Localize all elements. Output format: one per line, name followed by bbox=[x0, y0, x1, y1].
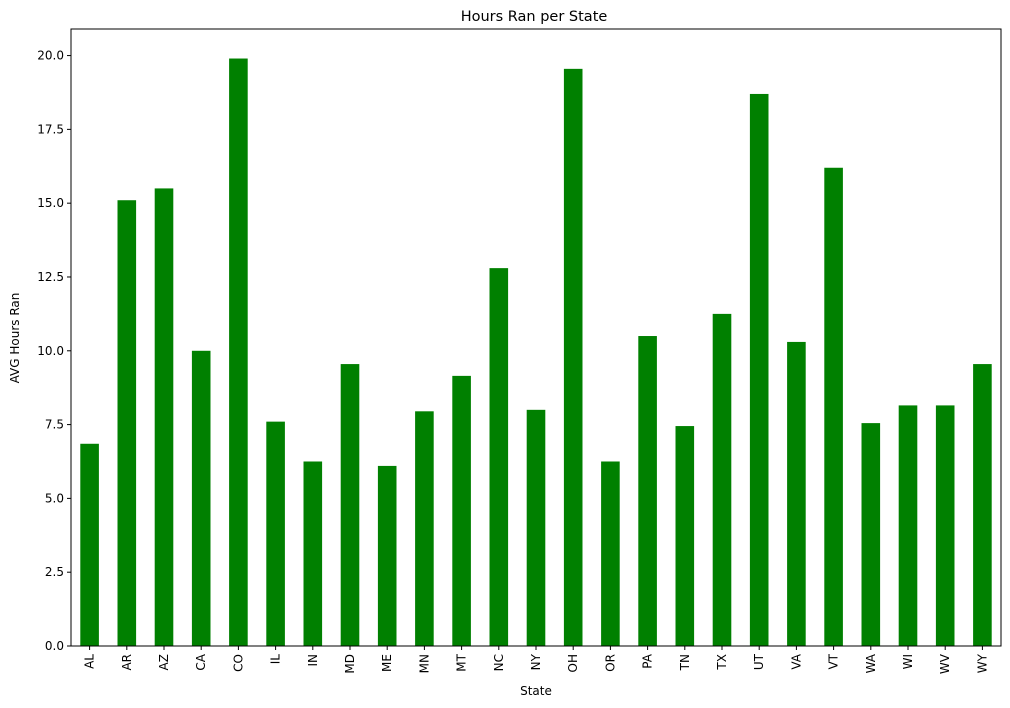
y-axis-label: AVG Hours Ran bbox=[8, 293, 22, 384]
x-tick-label-ny: NY bbox=[529, 653, 543, 670]
bar-md bbox=[340, 364, 360, 646]
plot-frame bbox=[70, 28, 1002, 647]
y-tick-label: 17.5 bbox=[37, 122, 64, 136]
bar-mt bbox=[452, 375, 471, 646]
x-tick-label-in: IN bbox=[306, 654, 320, 667]
x-tick-label-az: AZ bbox=[157, 654, 171, 670]
y-axis: 0.0 2.5 5.0 7.5 10.0 12.5 15.0 17.5 20.0 bbox=[37, 49, 71, 653]
bar-va bbox=[787, 341, 806, 646]
x-tick-label-vt: VT bbox=[827, 653, 841, 669]
bar-nc bbox=[489, 268, 509, 646]
x-tick-label-co: CO bbox=[231, 654, 245, 672]
y-tick-label: 2.5 bbox=[45, 565, 64, 579]
x-tick-label-ca: CA bbox=[194, 653, 208, 670]
bar-tx bbox=[712, 313, 732, 646]
x-axis: AL AR AZ CA CO IL IN MD ME MN MT NC NY OH OR PA TN TX UT VA… bbox=[83, 646, 989, 674]
y-tick-label: 10.0 bbox=[37, 344, 64, 358]
bar-oh bbox=[563, 68, 583, 646]
x-tick-label-mt: MT bbox=[455, 653, 469, 671]
bar-az bbox=[154, 188, 174, 647]
bar-co bbox=[229, 58, 248, 646]
bar-or bbox=[601, 461, 620, 646]
y-tick-label: 12.5 bbox=[37, 270, 64, 284]
x-tick-label-wy: WY bbox=[975, 653, 989, 673]
x-tick-label-oh: OH bbox=[566, 654, 580, 672]
x-tick-label-mn: MN bbox=[417, 654, 431, 673]
bar-al bbox=[80, 443, 99, 646]
bar-tn bbox=[675, 426, 695, 646]
x-tick-label-or: OR bbox=[603, 654, 617, 672]
bar-ar bbox=[117, 200, 137, 646]
bars-group bbox=[80, 58, 992, 647]
bar-wv bbox=[935, 405, 955, 646]
x-tick-label-me: ME bbox=[380, 654, 394, 672]
bar-ny bbox=[526, 409, 546, 646]
x-tick-label-wv: WV bbox=[938, 653, 952, 674]
chart-title: Hours Ran per State bbox=[461, 9, 608, 25]
bar-wy bbox=[973, 364, 992, 646]
x-tick-label-wa: WA bbox=[864, 653, 878, 673]
bar-ut bbox=[749, 93, 769, 646]
x-tick-label-nc: NC bbox=[492, 654, 506, 671]
x-tick-label-ar: AR bbox=[120, 654, 134, 671]
y-tick-label: 15.0 bbox=[37, 196, 64, 210]
bar-wa bbox=[861, 423, 881, 646]
y-tick-label: 0.0 bbox=[45, 639, 64, 653]
bar-in bbox=[303, 461, 323, 646]
x-axis-label: State bbox=[520, 684, 552, 698]
y-tick-label: 5.0 bbox=[45, 491, 64, 505]
bar-il bbox=[266, 421, 285, 646]
bar-mn bbox=[415, 411, 434, 646]
x-tick-label-al: AL bbox=[83, 654, 97, 669]
x-tick-label-il: IL bbox=[269, 654, 283, 665]
x-tick-label-tn: TN bbox=[678, 654, 692, 671]
bar-pa bbox=[638, 336, 657, 646]
x-tick-label-tx: TX bbox=[715, 654, 729, 671]
x-tick-label-wi: WI bbox=[901, 654, 915, 669]
x-tick-label-md: MD bbox=[343, 654, 357, 674]
y-tick-label: 7.5 bbox=[45, 418, 64, 432]
x-tick-label-ut: UT bbox=[752, 653, 766, 670]
x-tick-label-va: VA bbox=[789, 653, 803, 669]
bar-me bbox=[377, 465, 397, 646]
bar-wi bbox=[898, 405, 918, 646]
bar-vt bbox=[824, 167, 843, 646]
x-tick-label-pa: PA bbox=[641, 653, 655, 668]
y-tick-label: 20.0 bbox=[37, 49, 64, 63]
bar-ca bbox=[191, 350, 211, 646]
